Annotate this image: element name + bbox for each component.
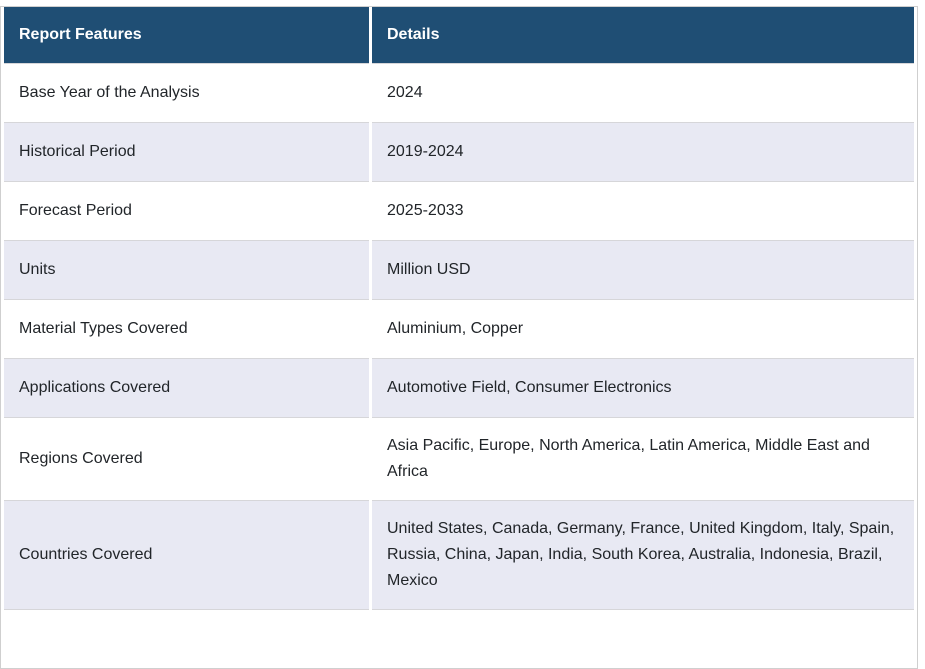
detail-cell: Aluminium, Copper — [372, 299, 914, 358]
table-row: Units Million USD — [4, 240, 914, 299]
feature-cell: Forecast Period — [4, 181, 369, 240]
detail-cell: Automotive Field, Consumer Electronics — [372, 358, 914, 417]
detail-cell: 2025-2033 — [372, 181, 914, 240]
table-row-partial — [4, 609, 914, 668]
feature-cell: Base Year of the Analysis — [4, 63, 369, 122]
feature-cell: Material Types Covered — [4, 299, 369, 358]
detail-cell: 2024 — [372, 63, 914, 122]
table-row: Regions Covered Asia Pacific, Europe, No… — [4, 417, 914, 500]
feature-cell — [4, 609, 369, 668]
detail-cell: Asia Pacific, Europe, North America, Lat… — [372, 417, 914, 500]
detail-cell — [372, 609, 914, 668]
table-row: Base Year of the Analysis 2024 — [4, 63, 914, 122]
table-row: Historical Period 2019-2024 — [4, 122, 914, 181]
detail-cell: Million USD — [372, 240, 914, 299]
table-row: Forecast Period 2025-2033 — [4, 181, 914, 240]
feature-cell: Regions Covered — [4, 417, 369, 500]
table-row: Applications Covered Automotive Field, C… — [4, 358, 914, 417]
feature-cell: Countries Covered — [4, 500, 369, 609]
report-features-table: Report Features Details Base Year of the… — [0, 6, 918, 669]
feature-cell: Applications Covered — [4, 358, 369, 417]
detail-cell: United States, Canada, Germany, France, … — [372, 500, 914, 609]
header-feature-cell: Report Features — [4, 7, 369, 63]
table-body: Base Year of the Analysis 2024 Historica… — [4, 63, 914, 609]
table-row: Material Types Covered Aluminium, Copper — [4, 299, 914, 358]
detail-cell: 2019-2024 — [372, 122, 914, 181]
header-detail-cell: Details — [372, 7, 914, 63]
feature-cell: Units — [4, 240, 369, 299]
table-header-row: Report Features Details — [4, 7, 914, 63]
table-row: Countries Covered United States, Canada,… — [4, 500, 914, 609]
feature-cell: Historical Period — [4, 122, 369, 181]
